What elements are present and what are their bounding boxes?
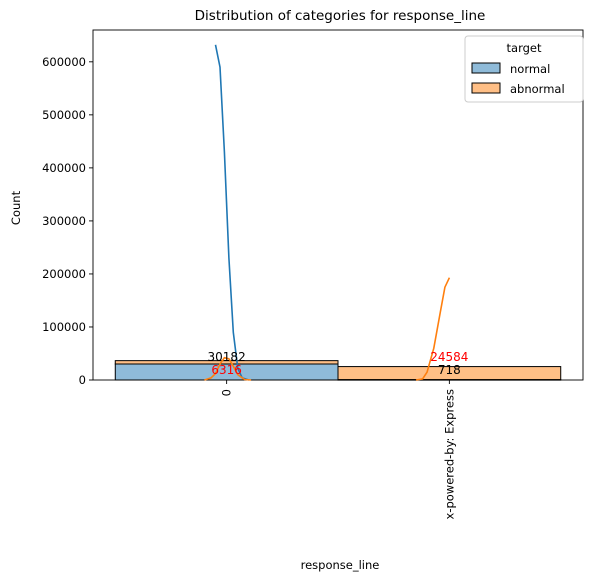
x-tick-label-0: 0 (220, 389, 234, 396)
y-tick-label-100000: 100000 (42, 320, 86, 334)
kde-line-abnormal-1 (204, 356, 252, 381)
data-label-abnormal-1: 24584 (430, 350, 468, 364)
bar-abnormal-1 (337, 366, 562, 381)
y-tick-label-600000: 600000 (42, 55, 86, 69)
x-tick-label-1: x-powered-by: Express (442, 389, 456, 519)
chart-title: Distribution of categories for response_… (195, 8, 486, 24)
legend-swatch-normal (471, 62, 501, 74)
kde-line-abnormal-2 (415, 277, 451, 381)
bars (114, 360, 562, 381)
legend-label-normal: normal (510, 62, 550, 76)
legend-swatch-abnormal (471, 82, 501, 94)
x-axis-label: response_line (301, 558, 380, 572)
legend-label-abnormal: abnormal (510, 82, 565, 96)
kde-line-normal-0 (214, 44, 250, 381)
legend-title: target (507, 41, 542, 55)
data-label-abnormal-0: 6316 (211, 363, 242, 377)
y-tick-label-500000: 500000 (42, 108, 86, 122)
data-label-normal-0: 30182 (208, 350, 246, 364)
y-tick-label-400000: 400000 (42, 161, 86, 175)
y-tick-label-200000: 200000 (42, 267, 86, 281)
legend-items: normal abnormal (471, 62, 565, 96)
legend: target normal abnormal (464, 35, 584, 103)
bar-abnormal-0 (114, 360, 339, 365)
data-label-normal-1: 718 (438, 363, 461, 377)
y-tick-label-300000: 300000 (42, 214, 86, 228)
x-axis: 0 x-powered-by: Express (220, 380, 456, 519)
kde-curves (204, 44, 451, 381)
y-tick-label-0: 0 (79, 373, 86, 387)
y-axis-label: Count (9, 190, 23, 225)
y-axis: 0 100000 200000 300000 400000 500000 600000 (42, 55, 93, 387)
